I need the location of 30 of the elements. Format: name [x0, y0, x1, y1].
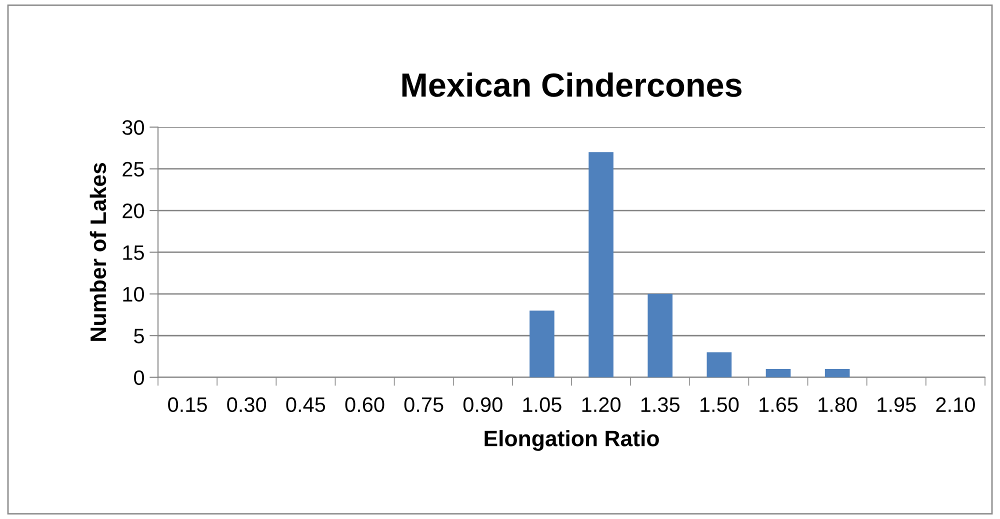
x-tick-label: 1.65 [760, 397, 798, 412]
x-tick-label: 1.35 [641, 397, 680, 412]
y-tick-label: 0 [134, 370, 144, 386]
x-tick-label: 1.50 [700, 397, 739, 412]
y-tick-label: 15 [123, 245, 144, 260]
y-tick-label: 25 [122, 162, 144, 177]
bar [588, 152, 614, 378]
x-tick-label: 1.05 [523, 397, 562, 412]
y-tick-label: 30 [122, 120, 144, 135]
x-tick-label: 0.45 [286, 397, 326, 412]
x-tick-label: 1.80 [818, 397, 857, 412]
x-tick-label: 1.95 [878, 397, 916, 412]
chart-title: Mexican Cindercones [402, 72, 742, 97]
bar [824, 368, 850, 378]
x-tick-label: 0.75 [404, 397, 444, 412]
x-axis-title: Elongation Ratio [484, 430, 659, 451]
bar [530, 310, 554, 378]
x-tick-label: 1.20 [582, 397, 620, 412]
bar [706, 352, 732, 378]
x-tick-label: 0.30 [227, 397, 266, 412]
x-tick-label: 0.90 [463, 397, 502, 412]
y-axis-title: Number of Lakes [90, 162, 106, 341]
x-tick-label: 2.10 [936, 397, 975, 412]
y-tick-label: 20 [122, 204, 144, 218]
bar [766, 368, 791, 378]
x-tick-label: 0.60 [345, 397, 384, 412]
bar [648, 294, 673, 378]
y-tick-label: 5 [134, 328, 144, 344]
x-tick-label: 0.15 [168, 397, 207, 412]
y-tick-label: 10 [123, 286, 144, 302]
